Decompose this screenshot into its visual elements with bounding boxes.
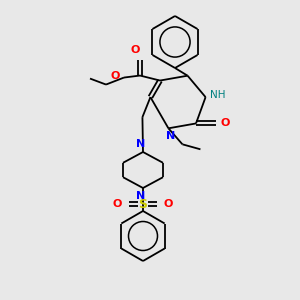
Text: O: O	[111, 70, 120, 81]
Text: NH: NH	[210, 90, 225, 100]
Text: O: O	[164, 199, 173, 209]
Text: O: O	[130, 45, 140, 55]
Text: N: N	[166, 131, 175, 141]
Text: S: S	[139, 197, 148, 211]
Text: N: N	[136, 139, 146, 149]
Text: O: O	[112, 199, 122, 209]
Text: N: N	[136, 191, 146, 201]
Text: O: O	[221, 118, 230, 128]
